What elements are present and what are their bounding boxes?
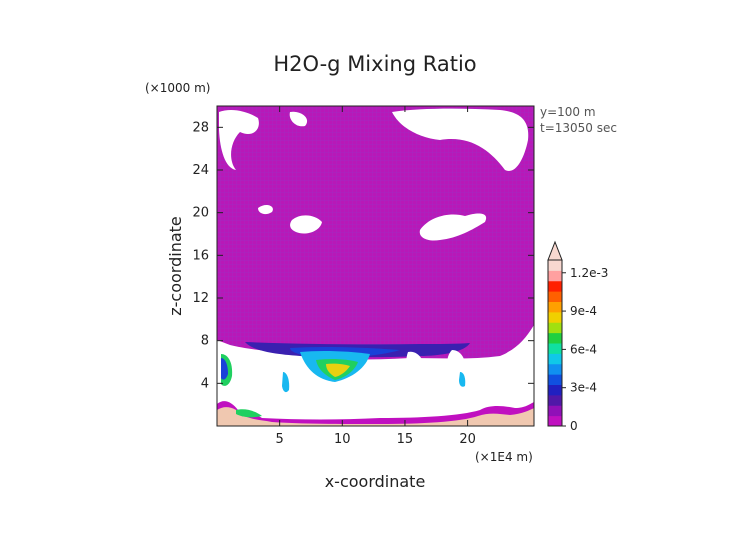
colorbar-extend-arrow — [547, 240, 563, 261]
y-tick-label: 16 — [192, 248, 209, 263]
colorbar-swatch — [548, 291, 562, 302]
annotation-y: y=100 m — [540, 105, 596, 119]
x-axis: 5 10 15 20 — [276, 106, 476, 447]
colorbar: 0 3e-4 6e-4 9e-4 1.2e-3 — [547, 240, 608, 433]
x-tick-label: 10 — [334, 432, 351, 447]
field-plume-small-2 — [459, 372, 466, 387]
field-cloud-gaps-top-right — [392, 108, 529, 171]
colorbar-label: 3e-4 — [570, 381, 597, 395]
field-ground-green-left — [236, 409, 262, 418]
x-tick-label: 15 — [397, 432, 414, 447]
field-white-right-edge — [503, 332, 534, 388]
colorbar-swatch — [548, 394, 562, 406]
colorbar-swatch — [548, 311, 562, 323]
field-plume-small-1 — [282, 372, 290, 393]
field-cloud-gaps-top-mid — [289, 111, 308, 127]
colorbar-label: 1.2e-3 — [570, 266, 608, 280]
colorbar-swatch — [548, 270, 562, 282]
x-tick-label: 20 — [459, 432, 476, 447]
colorbar-swatch — [548, 374, 562, 385]
y-unit-label: (×1000 m) — [145, 81, 210, 95]
colorbar-swatch — [548, 343, 562, 354]
field-cloud-patch-mid-left — [290, 215, 322, 234]
colorbar-swatch — [548, 322, 562, 334]
field-lower-white-region — [217, 375, 534, 426]
field-main-moisture-layer — [217, 106, 534, 360]
colorbar-swatch — [548, 280, 562, 292]
colorbar-swatch — [548, 405, 562, 417]
colorbar-label: 9e-4 — [570, 304, 597, 318]
annotation-t: t=13050 sec — [540, 121, 617, 135]
colorbar-frame — [547, 259, 563, 427]
colorbar-label: 6e-4 — [570, 342, 597, 356]
x-axis-label: x-coordinate — [325, 472, 426, 491]
field-white-notch-right — [406, 351, 428, 389]
field-ground-terrain — [217, 407, 534, 426]
chart-title: H2O-g Mixing Ratio — [273, 52, 476, 76]
colorbar-swatch — [548, 332, 562, 344]
x-unit-label: (×1E4 m) — [475, 450, 533, 464]
colorbar-swatch — [548, 415, 562, 427]
colorbar-label: 0 — [570, 419, 578, 433]
field-white-notch-left — [235, 352, 263, 412]
field-cloud-patch-small — [258, 205, 273, 215]
y-tick-label: 12 — [192, 291, 209, 306]
y-tick-label: 24 — [192, 163, 209, 178]
field-ground-layer — [217, 401, 534, 426]
x-tick-label: 5 — [276, 432, 284, 447]
colorbar-swatch — [548, 301, 562, 313]
colorbar-swatch — [548, 353, 562, 365]
y-tick-label: 4 — [201, 376, 209, 391]
field-cloud-patch-mid-right — [419, 213, 487, 241]
y-axis-label: z-coordinate — [166, 216, 185, 316]
field-core-yellow — [326, 363, 350, 377]
colorbar-swatch — [548, 260, 562, 271]
y-tick-label: 8 — [201, 334, 209, 349]
heatmap-field — [217, 106, 534, 426]
field-cloud-gaps-top — [219, 110, 259, 170]
y-tick-label: 20 — [192, 206, 209, 221]
colorbar-swatch — [548, 363, 562, 375]
colorbar-swatch — [548, 384, 562, 396]
y-tick-label: 28 — [192, 120, 209, 135]
plot-frame — [216, 105, 535, 427]
y-axis: 4 8 12 16 20 24 28 — [192, 120, 534, 391]
field-plume-left-core — [221, 358, 228, 380]
